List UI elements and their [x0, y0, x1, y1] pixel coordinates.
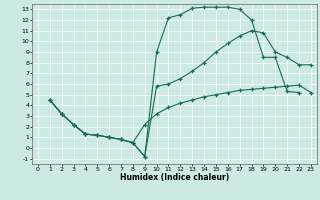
X-axis label: Humidex (Indice chaleur): Humidex (Indice chaleur) — [120, 173, 229, 182]
